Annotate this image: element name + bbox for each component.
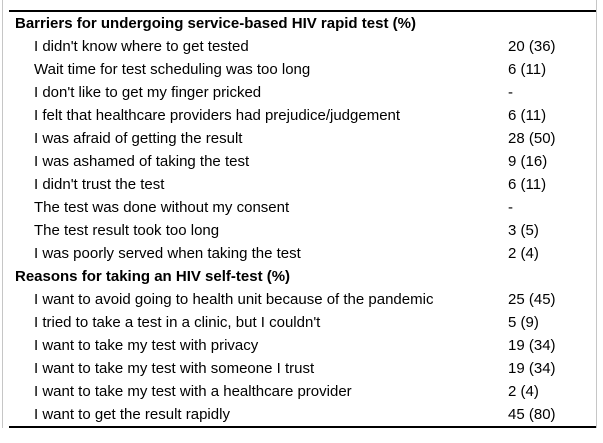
row-value: 45 (80) — [508, 406, 556, 423]
table-row: I want to take my test with a healthcare… — [9, 380, 596, 403]
table-row: I felt that healthcare providers had pre… — [9, 104, 596, 127]
table-row: I didn't trust the test 6 (11) — [9, 173, 596, 196]
row-label: I felt that healthcare providers had pre… — [34, 107, 401, 124]
row-label: I don't like to get my finger pricked — [34, 84, 262, 101]
row-label: I was poorly served when taking the test — [34, 245, 301, 262]
row-label: I want to take my test with a healthcare… — [34, 383, 352, 400]
row-label: I didn't know where to get tested — [34, 38, 249, 55]
section-header-reasons: Reasons for taking an HIV self-test (%) — [9, 265, 596, 288]
table-row: The test was done without my consent - — [9, 196, 596, 219]
table-frame: Barriers for undergoing service-based HI… — [2, 0, 597, 428]
row-label: I want to get the result rapidly — [34, 406, 230, 423]
table-row: Wait time for test scheduling was too lo… — [9, 58, 596, 81]
table-row: I want to take my test with someone I tr… — [9, 357, 596, 380]
section-header-label: Barriers for undergoing service-based HI… — [15, 15, 416, 32]
table-row: I was poorly served when taking the test… — [9, 242, 596, 265]
row-value: 3 (5) — [508, 222, 539, 239]
row-value: - — [508, 199, 513, 216]
row-label: I was ashamed of taking the test — [34, 153, 250, 170]
row-value: 25 (45) — [508, 291, 556, 308]
row-label: I want to avoid going to health unit bec… — [34, 291, 434, 308]
table-row: I was afraid of getting the result 28 (5… — [9, 127, 596, 150]
table-row: I want to avoid going to health unit bec… — [9, 288, 596, 311]
table-row: I want to take my test with privacy 19 (… — [9, 334, 596, 357]
row-label: I tried to take a test in a clinic, but … — [34, 314, 321, 331]
row-value: 2 (4) — [508, 383, 539, 400]
table-row: The test result took too long 3 (5) — [9, 219, 596, 242]
table-row: I tried to take a test in a clinic, but … — [9, 311, 596, 334]
row-label: I didn't trust the test — [34, 176, 165, 193]
row-value: 28 (50) — [508, 130, 556, 147]
table-row: I was ashamed of taking the test 9 (16) — [9, 150, 596, 173]
row-value: - — [508, 84, 513, 101]
row-value: 6 (11) — [508, 176, 547, 193]
row-value: 20 (36) — [508, 38, 556, 55]
row-value: 6 (11) — [508, 61, 547, 78]
row-label: The test result took too long — [34, 222, 220, 239]
row-label: I was afraid of getting the result — [34, 130, 243, 147]
table-row: I don't like to get my finger pricked - — [9, 81, 596, 104]
row-value: 2 (4) — [508, 245, 539, 262]
row-value: 19 (34) — [508, 337, 556, 354]
row-label: I want to take my test with someone I tr… — [34, 360, 315, 377]
section-header-label: Reasons for taking an HIV self-test (%) — [15, 268, 291, 285]
row-value: 9 (16) — [508, 153, 548, 170]
row-value: 6 (11) — [508, 107, 547, 124]
row-label: Wait time for test scheduling was too lo… — [34, 61, 311, 78]
section-header-barriers: Barriers for undergoing service-based HI… — [9, 12, 596, 35]
table-row: I didn't know where to get tested 20 (36… — [9, 35, 596, 58]
row-label: I want to take my test with privacy — [34, 337, 259, 354]
table-row: I want to get the result rapidly 45 (80) — [9, 403, 596, 426]
row-value: 5 (9) — [508, 314, 539, 331]
row-value: 19 (34) — [508, 360, 556, 377]
barriers-reasons-table: Barriers for undergoing service-based HI… — [9, 10, 596, 428]
row-label: The test was done without my consent — [34, 199, 290, 216]
